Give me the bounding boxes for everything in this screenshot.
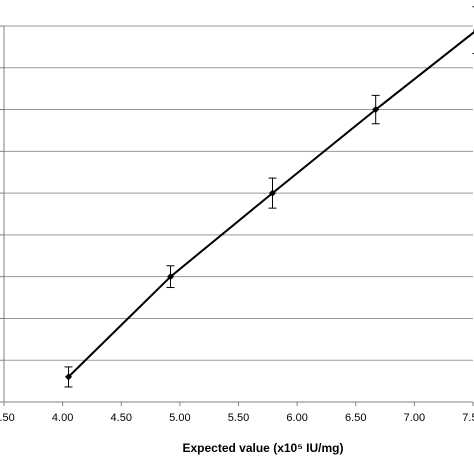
x-tick-label: 5.50 xyxy=(228,412,249,424)
x-tick-label: 3.50 xyxy=(0,412,15,424)
series-layer xyxy=(64,6,474,388)
x-ticks xyxy=(3,402,474,406)
y-ticks xyxy=(0,25,4,403)
series-line xyxy=(67,30,474,378)
x-tick-label: 6.00 xyxy=(286,412,307,424)
data-point xyxy=(166,273,174,281)
data-point xyxy=(269,189,277,197)
x-tick-label: 7.00 xyxy=(404,412,425,424)
x-tick-label: 5.00 xyxy=(169,412,190,424)
x-axis-title: Expected value (x10⁵ IU/mg) xyxy=(182,441,343,455)
plot-area xyxy=(0,6,474,406)
grid-lines xyxy=(4,25,473,361)
data-point xyxy=(64,373,72,381)
data-point xyxy=(372,106,380,114)
x-tick-labels: 3.50 4.00 4.50 5.00 5.50 6.00 6.50 7.00 7.50 xyxy=(0,412,474,424)
x-tick-label: 4.50 xyxy=(111,412,132,424)
x-tick-label: 7.50 xyxy=(462,412,474,424)
x-tick-label: 6.50 xyxy=(345,412,366,424)
x-tick-label: 4.00 xyxy=(52,412,73,424)
